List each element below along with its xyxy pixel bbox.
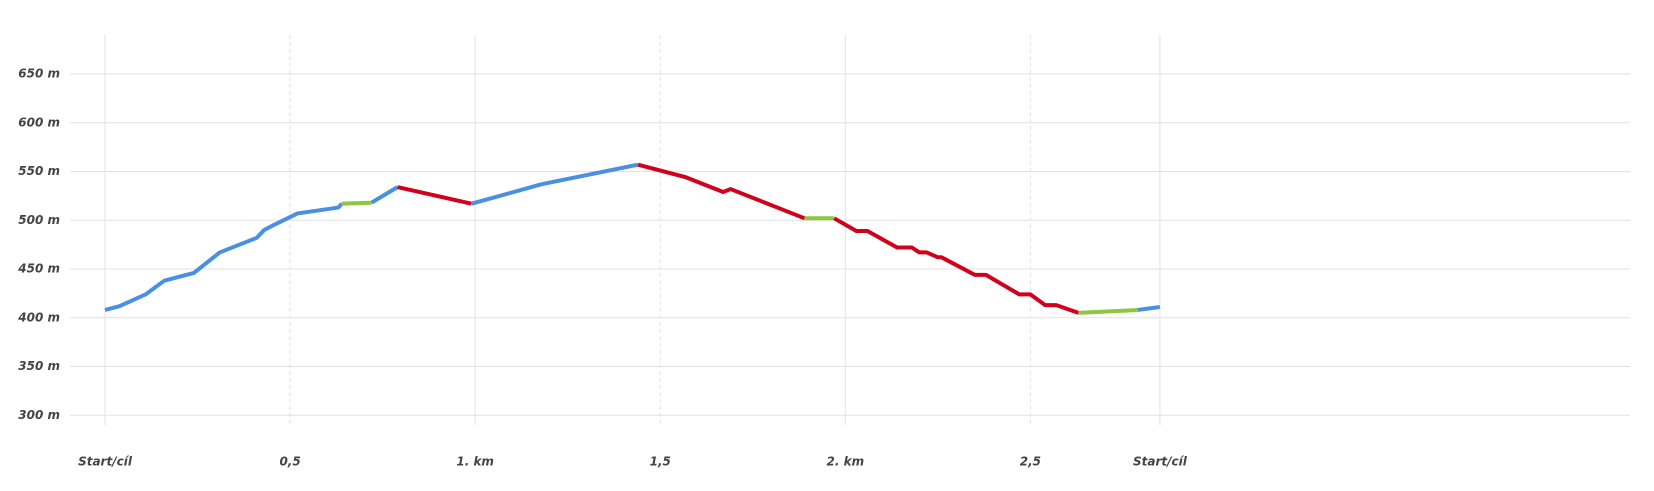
y-tick-label: 350 m bbox=[18, 359, 60, 373]
y-tick-label: 600 m bbox=[18, 115, 60, 129]
x-tick-label: Start/cíl bbox=[78, 455, 133, 469]
elevation-line bbox=[1137, 305, 1161, 312]
y-tick-label: 400 m bbox=[17, 310, 60, 324]
y-tick-label: 300 m bbox=[18, 408, 60, 422]
x-tick-label: 0,5 bbox=[279, 455, 300, 469]
x-tick-label: 2. km bbox=[827, 455, 865, 469]
elevation-line bbox=[104, 202, 344, 312]
elevation-line bbox=[370, 185, 399, 205]
y-tick-label: 550 m bbox=[18, 164, 60, 178]
y-tick-label: 650 m bbox=[18, 67, 60, 81]
y-tick-label: 500 m bbox=[18, 213, 60, 227]
elevation-line bbox=[396, 185, 472, 206]
x-tick-label: 1. km bbox=[456, 455, 494, 469]
elevation-line bbox=[470, 162, 639, 206]
x-tick-label: Start/cíl bbox=[1133, 455, 1188, 469]
elevation-line bbox=[1078, 307, 1138, 315]
y-tick-label: 450 m bbox=[17, 262, 60, 276]
elevation-line bbox=[833, 216, 1080, 315]
elevation-line bbox=[637, 162, 806, 221]
elevation-line bbox=[341, 200, 372, 206]
x-tick-label: 1,5 bbox=[650, 455, 671, 469]
x-tick-label: 2,5 bbox=[1020, 455, 1041, 469]
